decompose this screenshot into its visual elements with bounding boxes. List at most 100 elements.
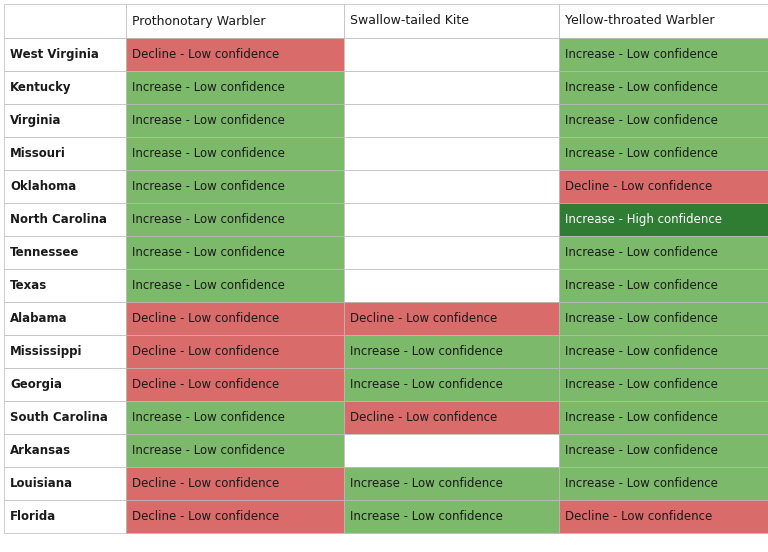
Text: Virginia: Virginia [10,114,61,127]
Bar [344,500,559,533]
Bar [559,137,768,170]
Bar [4,38,126,71]
Bar [559,203,768,236]
Text: Decline - Low confidence: Decline - Low confidence [132,510,280,523]
Text: Increase - Low confidence: Increase - Low confidence [565,411,718,424]
Bar [344,170,559,203]
Text: Increase - High confidence: Increase - High confidence [565,213,722,226]
Bar [126,38,344,71]
Text: Increase - Low confidence: Increase - Low confidence [132,180,285,193]
Bar [126,302,344,335]
Bar [4,170,126,203]
Bar [126,500,344,533]
Bar [126,401,344,434]
Bar [4,269,126,302]
Text: Increase - Low confidence: Increase - Low confidence [350,345,503,358]
Bar [4,401,126,434]
Bar [344,71,559,104]
Text: Florida: Florida [10,510,56,523]
Text: Increase - Low confidence: Increase - Low confidence [132,147,285,160]
Bar [344,203,559,236]
Bar [126,335,344,368]
Text: Texas: Texas [10,279,48,292]
Text: Decline - Low confidence: Decline - Low confidence [132,345,280,358]
Bar [4,500,126,533]
Text: Increase - Low confidence: Increase - Low confidence [565,114,718,127]
Text: Increase - Low confidence: Increase - Low confidence [565,279,718,292]
Bar [344,38,559,71]
Bar [344,401,559,434]
Bar [126,71,344,104]
Text: Increase - Low confidence: Increase - Low confidence [132,81,285,94]
Bar [344,434,559,467]
Bar [126,4,344,38]
Text: Increase - Low confidence: Increase - Low confidence [350,378,503,391]
Bar [126,104,344,137]
Text: Decline - Low confidence: Decline - Low confidence [132,312,280,325]
Text: Increase - Low confidence: Increase - Low confidence [565,477,718,490]
Text: Georgia: Georgia [10,378,62,391]
Text: Increase - Low confidence: Increase - Low confidence [565,345,718,358]
Bar [126,137,344,170]
Text: Decline - Low confidence: Decline - Low confidence [350,411,497,424]
Text: Increase - Low confidence: Increase - Low confidence [565,81,718,94]
Text: Increase - Low confidence: Increase - Low confidence [132,213,285,226]
Bar [559,236,768,269]
Text: South Carolina: South Carolina [10,411,108,424]
Text: West Virginia: West Virginia [10,48,99,61]
Bar [344,269,559,302]
Text: Increase - Low confidence: Increase - Low confidence [565,444,718,457]
Bar [4,335,126,368]
Bar [559,368,768,401]
Text: Missouri: Missouri [10,147,66,160]
Text: Decline - Low confidence: Decline - Low confidence [132,378,280,391]
Text: Decline - Low confidence: Decline - Low confidence [565,180,712,193]
Bar [559,500,768,533]
Text: Mississippi: Mississippi [10,345,82,358]
Bar [344,4,559,38]
Text: Increase - Low confidence: Increase - Low confidence [132,411,285,424]
Bar [559,401,768,434]
Bar [559,269,768,302]
Text: Increase - Low confidence: Increase - Low confidence [565,147,718,160]
Bar [4,203,126,236]
Text: Decline - Low confidence: Decline - Low confidence [132,48,280,61]
Bar [4,104,126,137]
Text: Decline - Low confidence: Decline - Low confidence [350,312,497,325]
Bar [559,335,768,368]
Text: Yellow-throated Warbler: Yellow-throated Warbler [565,14,714,28]
Text: Swallow-tailed Kite: Swallow-tailed Kite [350,14,469,28]
Text: Decline - Low confidence: Decline - Low confidence [132,477,280,490]
Text: Increase - Low confidence: Increase - Low confidence [565,48,718,61]
Bar [559,467,768,500]
Text: Arkansas: Arkansas [10,444,71,457]
Text: Tennessee: Tennessee [10,246,79,259]
Text: Alabama: Alabama [10,312,68,325]
Text: Increase - Low confidence: Increase - Low confidence [350,477,503,490]
Bar [4,434,126,467]
Bar [559,38,768,71]
Text: Kentucky: Kentucky [10,81,71,94]
Bar [4,236,126,269]
Text: Louisiana: Louisiana [10,477,73,490]
Bar [559,302,768,335]
Bar [126,170,344,203]
Bar [344,335,559,368]
Bar [344,302,559,335]
Text: Increase - Low confidence: Increase - Low confidence [565,378,718,391]
Bar [126,236,344,269]
Text: Increase - Low confidence: Increase - Low confidence [132,279,285,292]
Bar [4,302,126,335]
Bar [344,137,559,170]
Text: Prothonotary Warbler: Prothonotary Warbler [132,14,266,28]
Bar [126,269,344,302]
Bar [559,4,768,38]
Text: Increase - Low confidence: Increase - Low confidence [565,246,718,259]
Text: North Carolina: North Carolina [10,213,107,226]
Bar [126,434,344,467]
Text: Oklahoma: Oklahoma [10,180,76,193]
Text: Increase - Low confidence: Increase - Low confidence [565,312,718,325]
Bar [126,203,344,236]
Bar [4,4,126,38]
Bar [344,104,559,137]
